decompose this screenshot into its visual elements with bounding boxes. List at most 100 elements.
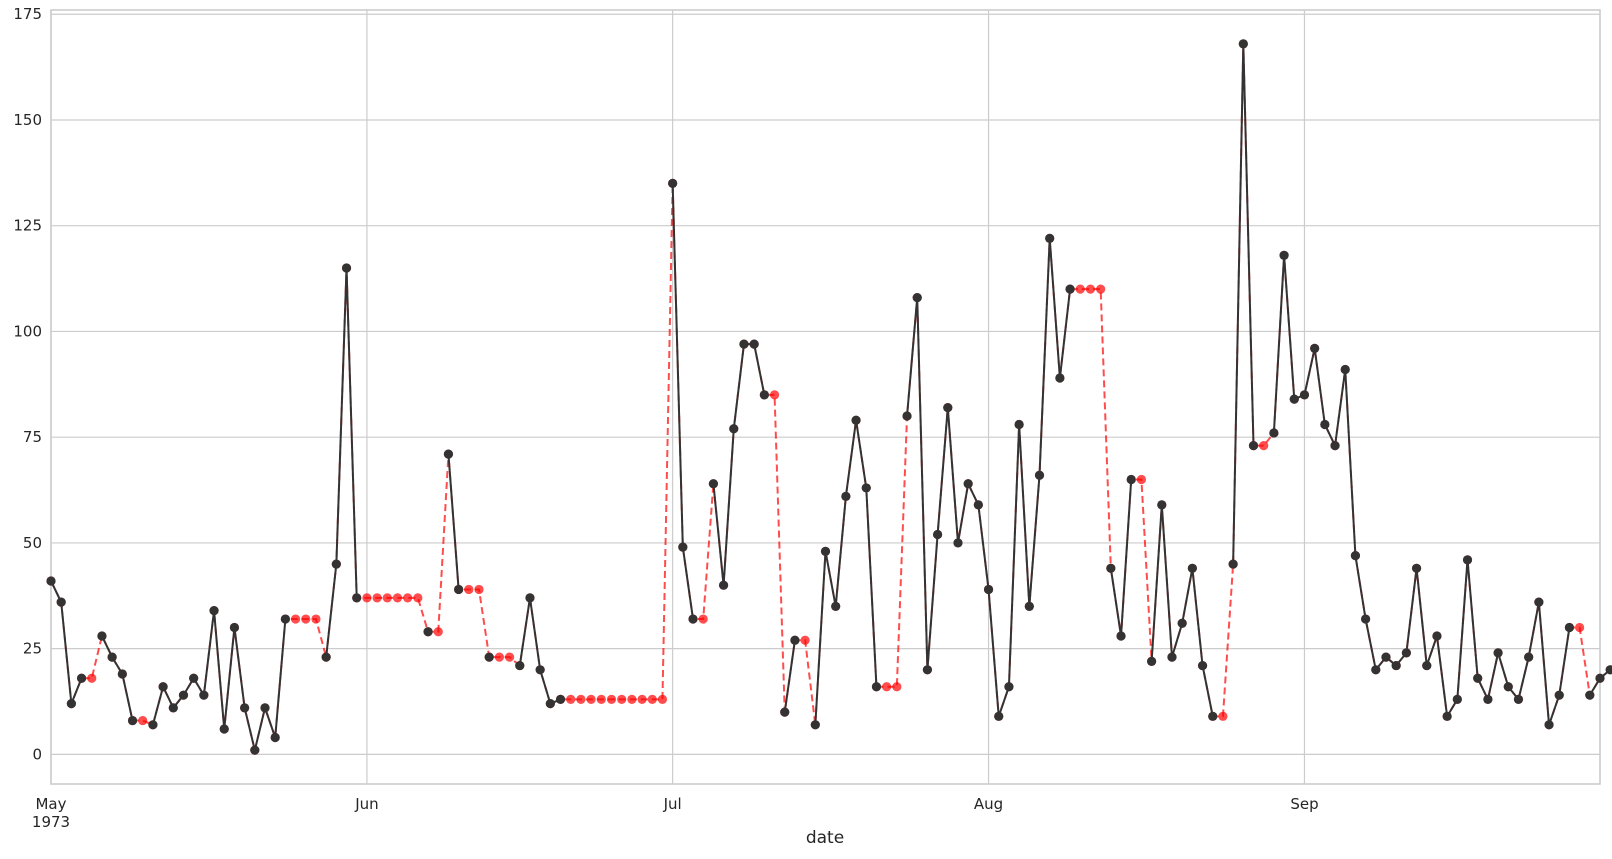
data-point bbox=[331, 559, 341, 569]
data-point bbox=[820, 546, 831, 556]
data-point bbox=[1350, 551, 1361, 561]
data-point bbox=[922, 665, 933, 675]
data-point bbox=[698, 614, 708, 624]
data-point bbox=[1259, 441, 1269, 451]
data-point bbox=[189, 673, 199, 683]
x-tick-label: Aug bbox=[974, 795, 1003, 813]
data-point bbox=[56, 597, 66, 607]
data-point bbox=[474, 584, 484, 595]
data-point bbox=[504, 652, 515, 662]
data-point bbox=[1544, 720, 1554, 730]
data-point bbox=[1330, 441, 1340, 451]
data-point bbox=[800, 635, 810, 645]
series-line bbox=[50, 43, 1611, 751]
data-point bbox=[1524, 652, 1534, 662]
y-tick-label: 125 bbox=[13, 217, 42, 235]
data-point bbox=[596, 694, 606, 705]
data-point bbox=[882, 682, 892, 692]
data-point bbox=[994, 711, 1004, 721]
y-tick-label: 150 bbox=[13, 111, 42, 129]
data-point bbox=[443, 449, 454, 459]
data-point bbox=[127, 715, 138, 726]
data-point bbox=[617, 694, 627, 705]
data-point bbox=[229, 622, 240, 633]
data-point bbox=[1279, 250, 1289, 260]
data-point bbox=[1513, 694, 1524, 705]
data-point bbox=[199, 690, 209, 700]
data-point bbox=[1299, 390, 1310, 400]
data-point bbox=[1208, 711, 1218, 721]
data-point bbox=[240, 703, 250, 713]
data-point bbox=[250, 745, 260, 755]
data-point bbox=[708, 479, 719, 489]
data-point bbox=[871, 682, 882, 692]
data-point bbox=[1248, 441, 1259, 451]
data-point bbox=[1401, 648, 1411, 658]
data-point bbox=[1106, 563, 1116, 573]
data-point bbox=[1269, 428, 1279, 438]
data-point bbox=[810, 720, 820, 730]
data-point bbox=[912, 293, 922, 303]
data-point bbox=[1595, 673, 1605, 683]
data-point bbox=[1197, 660, 1208, 671]
data-point bbox=[46, 576, 56, 586]
data-point bbox=[892, 682, 902, 692]
data-point bbox=[484, 652, 494, 662]
data-point bbox=[729, 424, 739, 434]
data-point bbox=[1340, 364, 1350, 375]
data-point bbox=[1605, 665, 1612, 675]
data-point bbox=[1075, 284, 1085, 294]
data-point bbox=[1534, 597, 1544, 607]
series-1 bbox=[46, 39, 1612, 755]
data-point bbox=[1055, 373, 1065, 383]
data-point bbox=[1228, 559, 1238, 569]
data-point bbox=[87, 673, 97, 683]
data-point bbox=[66, 699, 76, 709]
data-point bbox=[1361, 614, 1371, 624]
data-point bbox=[1473, 673, 1483, 683]
data-point bbox=[780, 707, 790, 717]
data-point bbox=[657, 694, 668, 705]
data-point bbox=[168, 703, 178, 713]
data-point bbox=[413, 593, 423, 603]
data-point bbox=[117, 669, 127, 679]
data-point bbox=[301, 614, 311, 624]
data-point bbox=[1452, 694, 1462, 705]
data-point bbox=[1004, 682, 1014, 692]
data-point bbox=[861, 483, 871, 493]
data-point bbox=[423, 627, 433, 637]
data-point bbox=[515, 660, 525, 671]
data-point bbox=[1585, 690, 1595, 700]
data-point bbox=[107, 652, 117, 662]
grid-layer bbox=[50, 10, 1600, 784]
data-point bbox=[1218, 711, 1228, 721]
data-point bbox=[1432, 631, 1442, 641]
data-point bbox=[454, 584, 464, 595]
data-point bbox=[841, 491, 851, 501]
data-point bbox=[1187, 563, 1197, 573]
data-point bbox=[1411, 563, 1422, 573]
data-point bbox=[148, 720, 158, 730]
data-point bbox=[759, 390, 769, 400]
data-point bbox=[790, 635, 800, 645]
data-point bbox=[566, 694, 576, 705]
data-point bbox=[138, 715, 148, 726]
data-point bbox=[1391, 660, 1401, 671]
data-point bbox=[943, 402, 953, 413]
data-point bbox=[627, 694, 637, 705]
data-point bbox=[1177, 618, 1187, 628]
data-point bbox=[1422, 660, 1432, 671]
series-layer bbox=[46, 39, 1612, 755]
data-point bbox=[1503, 682, 1513, 692]
data-point bbox=[688, 614, 698, 624]
data-point bbox=[963, 479, 973, 489]
data-point bbox=[372, 593, 382, 603]
data-point bbox=[1157, 500, 1167, 510]
data-point bbox=[933, 529, 943, 540]
data-point bbox=[1554, 690, 1564, 700]
x-tick-label: May bbox=[35, 795, 66, 813]
y-tick-label: 175 bbox=[13, 5, 42, 23]
data-point bbox=[392, 593, 403, 603]
data-point bbox=[902, 411, 912, 421]
